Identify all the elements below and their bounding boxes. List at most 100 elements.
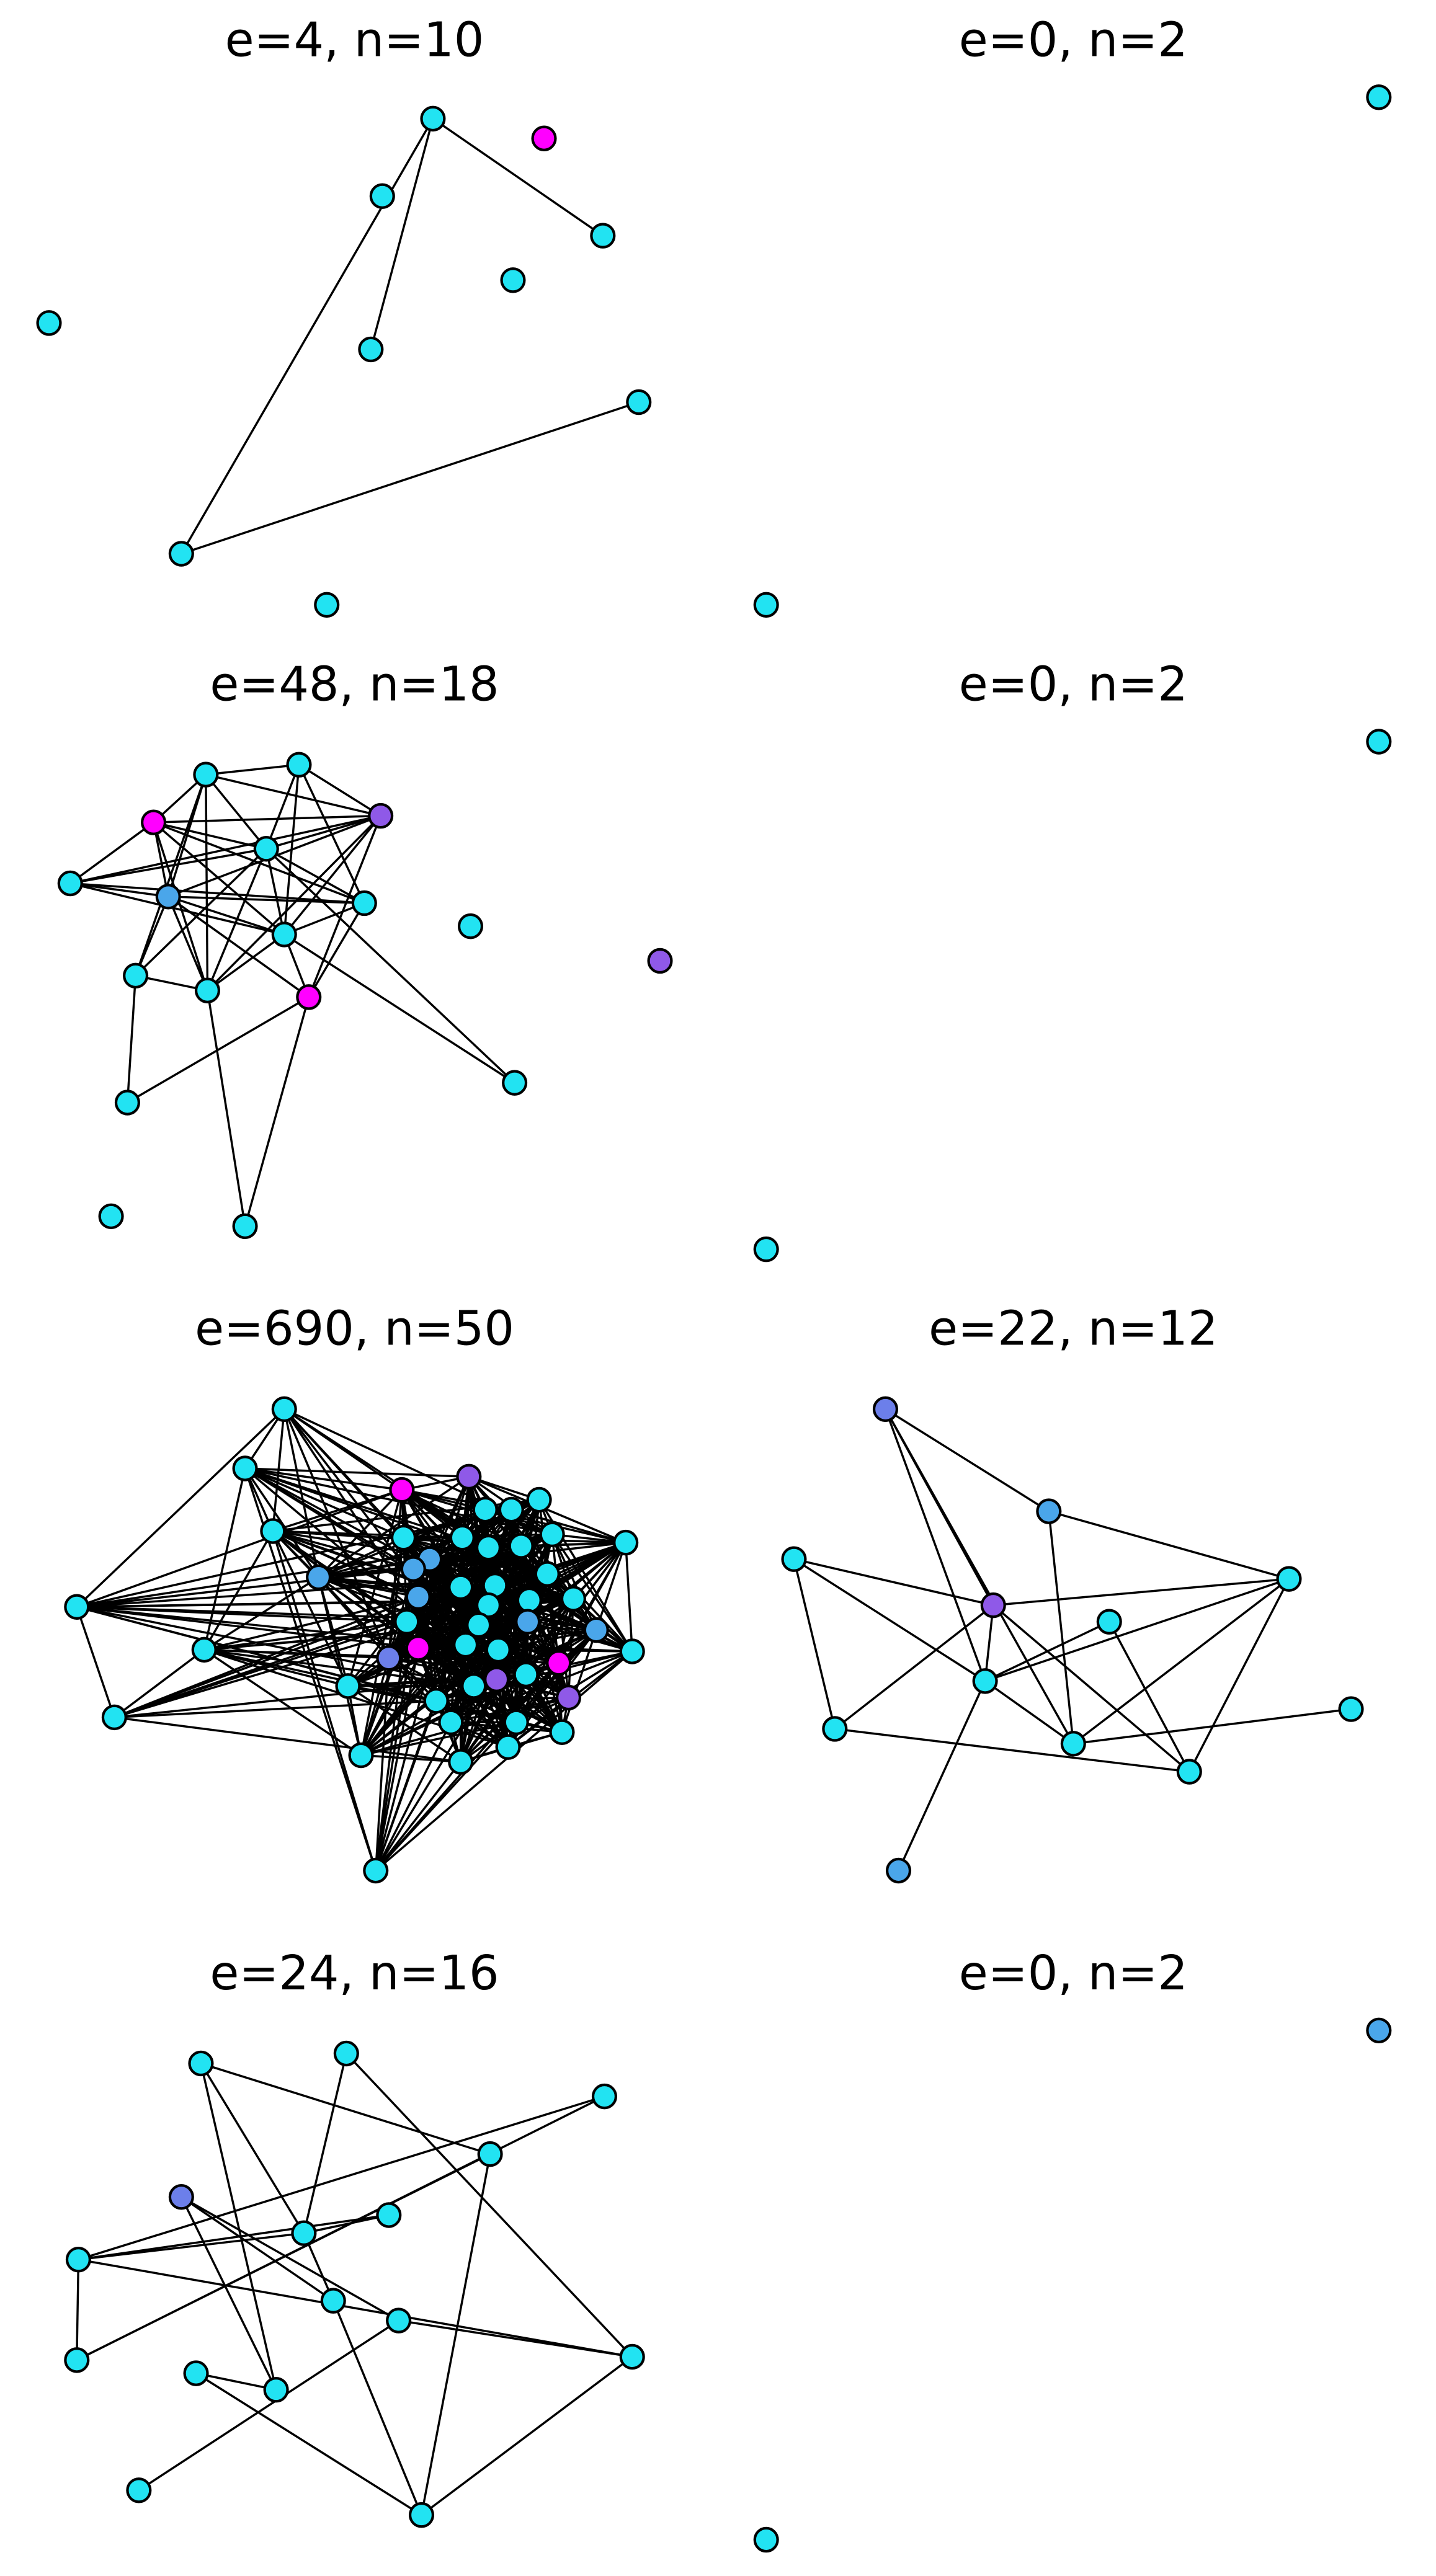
- edge: [460, 1679, 498, 1762]
- edge: [551, 1534, 597, 1631]
- edge: [347, 1685, 462, 1763]
- edge: [205, 774, 267, 850]
- edge: [203, 1648, 437, 1702]
- node: [368, 802, 394, 829]
- node: [168, 541, 194, 567]
- edge: [76, 2153, 491, 2361]
- edge: [308, 902, 365, 998]
- node: [456, 1463, 482, 1490]
- edge: [417, 1647, 497, 1681]
- node: [503, 1709, 529, 1736]
- node: [376, 2202, 402, 2228]
- node: [193, 762, 219, 788]
- panel-title: e=0, n=2: [959, 657, 1188, 712]
- panel-title: e=48, n=18: [210, 657, 499, 712]
- edge: [360, 1721, 517, 1757]
- edge: [834, 1728, 1190, 1773]
- node: [333, 2040, 359, 2067]
- node: [405, 1635, 431, 1661]
- node: [358, 336, 384, 363]
- node: [485, 1637, 511, 1663]
- edge: [69, 848, 267, 885]
- node: [57, 870, 83, 897]
- edge: [375, 1721, 452, 1872]
- node: [369, 183, 395, 209]
- node: [583, 1617, 609, 1643]
- node: [484, 1666, 510, 1692]
- edge: [468, 1475, 627, 1544]
- panel-title: e=22, n=12: [929, 1301, 1218, 1356]
- edge: [318, 1475, 470, 1578]
- edge: [244, 1467, 403, 1491]
- node: [781, 1546, 807, 1572]
- edge: [206, 990, 246, 1227]
- edge: [265, 848, 365, 904]
- node: [291, 2220, 317, 2246]
- edge: [181, 2196, 399, 2322]
- node: [753, 1236, 779, 1263]
- edge: [167, 895, 310, 998]
- node: [423, 1688, 449, 1714]
- node: [296, 984, 322, 1010]
- node: [1176, 1759, 1202, 1785]
- edge: [834, 1604, 994, 1730]
- edge: [884, 1408, 986, 1682]
- node: [271, 922, 297, 948]
- edge: [388, 1657, 517, 1723]
- edge: [406, 1604, 489, 1623]
- node: [472, 1496, 498, 1523]
- edge: [135, 848, 267, 977]
- node: [539, 1521, 565, 1548]
- node: [1060, 1731, 1086, 1757]
- node: [753, 2526, 779, 2553]
- edge: [200, 2062, 491, 2156]
- edge: [375, 1761, 462, 1872]
- node: [980, 1592, 1006, 1619]
- edge: [69, 814, 381, 885]
- node: [389, 1477, 415, 1503]
- edge: [168, 895, 365, 905]
- node: [822, 1716, 848, 1742]
- edge: [375, 1650, 633, 1872]
- nodes: [36, 84, 1392, 2553]
- edge: [984, 1578, 1290, 1682]
- edge: [375, 1700, 437, 1872]
- edge: [460, 1586, 574, 1600]
- edge: [167, 895, 285, 936]
- edge: [126, 975, 137, 1103]
- node: [351, 890, 377, 917]
- edge: [993, 1578, 1290, 1607]
- edge: [203, 1530, 274, 1651]
- node: [515, 1609, 541, 1635]
- edge: [551, 1534, 633, 1653]
- node: [363, 1857, 389, 1884]
- panel-title: e=0, n=2: [959, 1946, 1188, 2001]
- node: [475, 1592, 502, 1619]
- edge: [308, 815, 382, 998]
- edge: [70, 882, 365, 905]
- edge: [76, 1508, 512, 1608]
- node: [590, 223, 616, 249]
- node: [405, 1584, 431, 1610]
- edge: [153, 814, 381, 824]
- node: [466, 1612, 492, 1638]
- node: [872, 1396, 898, 1423]
- node: [1276, 1566, 1302, 1592]
- edge: [69, 882, 285, 936]
- edge: [465, 1628, 597, 1646]
- edge: [203, 1620, 408, 1651]
- node: [390, 1524, 417, 1551]
- edge: [195, 2372, 422, 2516]
- node: [461, 1673, 487, 1699]
- node: [555, 1684, 582, 1711]
- edge: [70, 882, 169, 898]
- node: [286, 752, 312, 778]
- titles: e=4, n=10 e=0, n=2 e=48, n=18 e=0, n=2 e=690…: [195, 12, 1218, 2001]
- edge: [207, 933, 285, 992]
- node: [1036, 1498, 1062, 1524]
- edge: [521, 1541, 626, 1547]
- edge: [347, 1643, 466, 1687]
- edge: [138, 2319, 399, 2492]
- edge: [432, 117, 604, 237]
- edge: [561, 1629, 597, 1733]
